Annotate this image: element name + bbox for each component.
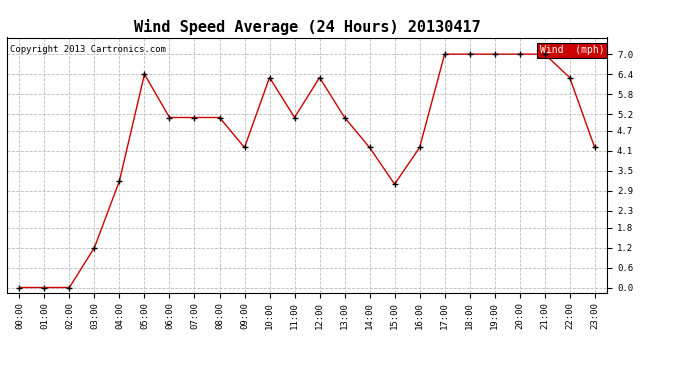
Title: Wind Speed Average (24 Hours) 20130417: Wind Speed Average (24 Hours) 20130417 (134, 19, 480, 35)
Text: Copyright 2013 Cartronics.com: Copyright 2013 Cartronics.com (10, 45, 166, 54)
Text: Wind  (mph): Wind (mph) (540, 45, 604, 55)
